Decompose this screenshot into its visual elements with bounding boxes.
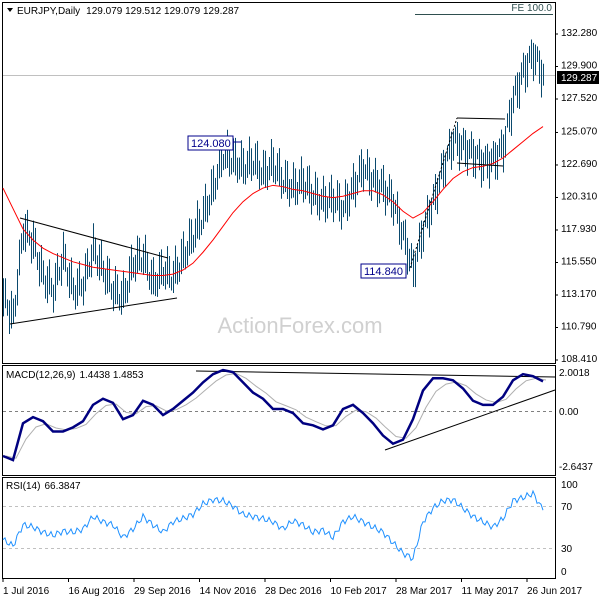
rsi-title: RSI(14)	[6, 481, 40, 492]
price-tick-label: 117.930	[561, 224, 597, 235]
low-annotation: 114.840	[364, 266, 403, 278]
rsi-line	[2, 489, 544, 562]
price-tick-label: 120.310	[561, 191, 598, 202]
trendlines	[9, 117, 556, 451]
rsi-tick-70: 70	[561, 502, 573, 513]
rsi-panel	[2, 477, 556, 579]
rsi-tick-100: 100	[561, 480, 578, 491]
chart-header: EURJPY,Daily 129.079 129.512 129.079 129.…	[17, 6, 240, 17]
ohlc-values: 129.079 129.512 129.079 129.287	[86, 6, 239, 17]
macd-tick-max: 2.0018	[559, 368, 590, 379]
macd-tick-min: -2.6437	[559, 462, 593, 473]
macd-header: MACD(12,26,9) 1.4438 1.4853	[6, 370, 144, 381]
price-tick-label: 125.070	[561, 126, 598, 137]
date-tick-label: 10 Feb 2017	[331, 586, 388, 597]
macd-panel	[2, 365, 556, 476]
low-annotation-box	[360, 263, 407, 279]
current-price: 129.287	[561, 73, 598, 84]
fe-label: FE 100.0	[511, 3, 552, 14]
macd-values: 1.4438 1.4853	[79, 370, 143, 381]
date-tick-label: 28 Dec 2016	[265, 586, 322, 597]
price-tick-label: 113.170	[561, 289, 597, 300]
dropdown-arrow-icon[interactable]	[7, 8, 13, 12]
price-tick-label: 127.520	[561, 93, 598, 104]
high-annotation-box	[187, 135, 234, 151]
date-tick-label: 16 Aug 2016	[69, 586, 126, 597]
rsi-tick-0: 0	[561, 567, 567, 578]
price-tick-label: 110.790	[561, 321, 597, 332]
price-panel	[2, 2, 556, 364]
price-tick-label: 129.900	[561, 61, 598, 72]
price-tick-label: 132.280	[561, 28, 598, 39]
macd-tick-zero: 0.00	[559, 407, 579, 418]
rsi-header: RSI(14) 66.3847	[6, 481, 81, 492]
symbol-label: EURJPY,Daily	[17, 6, 80, 17]
macd-support-line	[384, 389, 556, 451]
price-tick-label: 115.550	[561, 256, 597, 267]
flag-upper-line	[456, 117, 506, 120]
triangle-lower-line	[9, 297, 178, 325]
date-tick-label: 26 Jun 2017	[527, 586, 582, 597]
price-tick-label: 122.690	[561, 159, 598, 170]
rsi-value: 66.3847	[44, 481, 81, 492]
moving-average-line	[2, 126, 544, 276]
date-tick-label: 11 May 2017	[462, 586, 520, 597]
watermark: ActionForex.com	[217, 313, 382, 338]
macd-resistance-line	[195, 370, 556, 378]
date-tick-label: 29 Sep 2016	[134, 586, 191, 597]
triangle-upper-line	[19, 217, 169, 259]
macd-line	[2, 368, 544, 462]
high-annotation: 124.080	[191, 138, 231, 150]
date-tick-label: 14 Nov 2016	[200, 586, 257, 597]
rsi-tick-30: 30	[561, 544, 573, 555]
date-tick-label: 28 Mar 2017	[396, 586, 453, 597]
current-price-badge	[557, 71, 599, 84]
price-tick-label: 108.410	[561, 354, 598, 365]
macd-title: MACD(12,26,9)	[6, 370, 75, 381]
date-tick-label: 1 Jul 2016	[3, 586, 50, 597]
flag-lower-line	[456, 162, 504, 167]
